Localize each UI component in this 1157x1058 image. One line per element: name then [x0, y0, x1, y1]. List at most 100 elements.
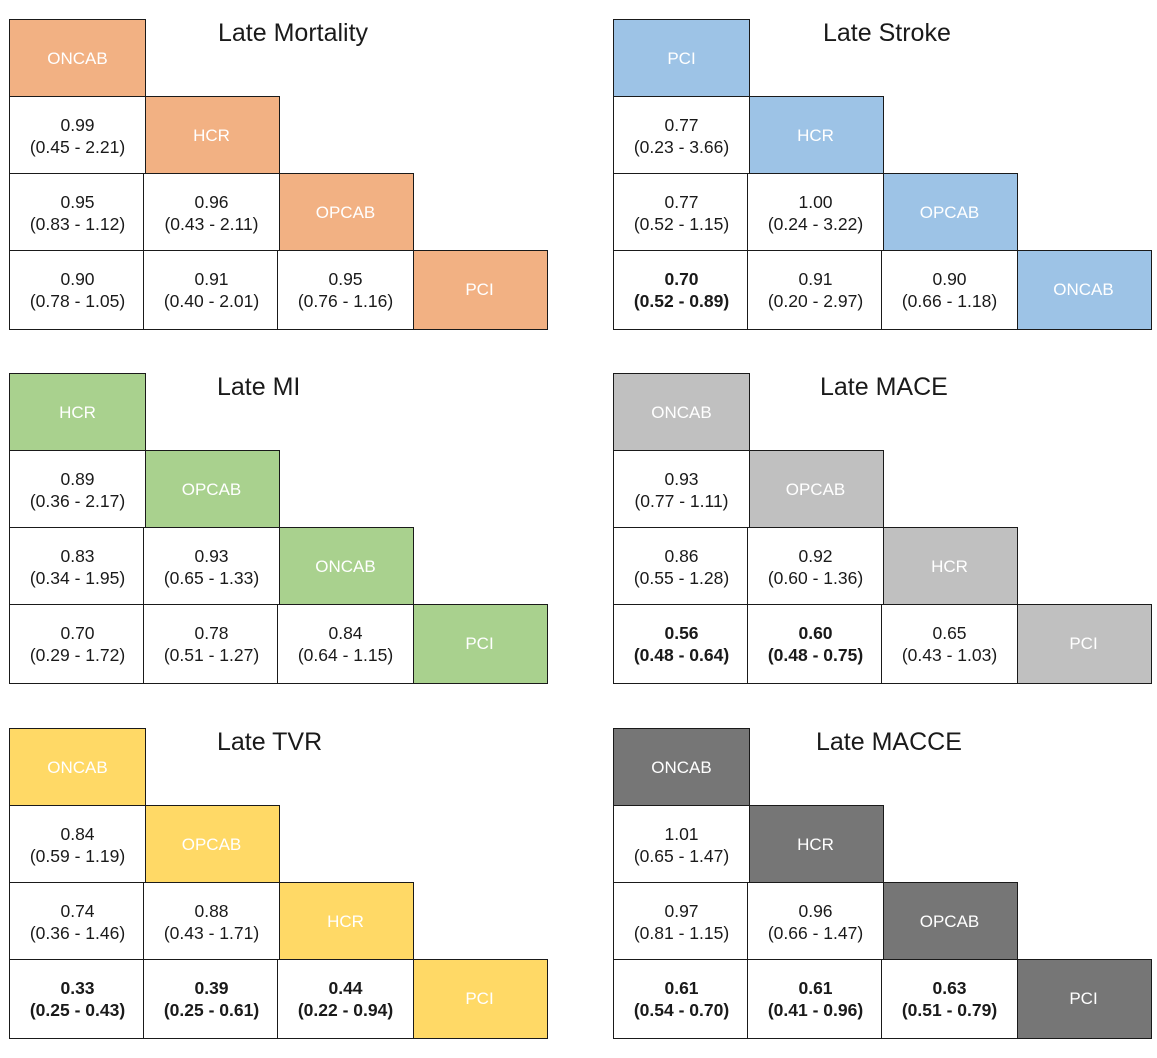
confidence-interval: (0.76 - 1.16)	[297, 291, 394, 311]
odds-ratio-value: 1.00	[798, 192, 833, 212]
odds-ratio-value: 0.91	[194, 269, 229, 289]
comparison-cell: 0.84 (0.59 - 1.19)	[9, 805, 146, 885]
confidence-interval: (0.48 - 0.64)	[633, 645, 730, 665]
confidence-interval: (0.52 - 0.89)	[633, 291, 730, 311]
treatment-cell-hcr: HCR	[881, 527, 1018, 607]
panel-title: Late MACE	[820, 373, 948, 401]
treatment-cell-opcab: OPCAB	[747, 450, 884, 530]
treatment-cell-oncab: ONCAB	[613, 728, 750, 808]
treatment-cell-opcab: OPCAB	[143, 450, 280, 530]
odds-ratio-value: 0.90	[60, 269, 95, 289]
odds-ratio-value: 0.74	[60, 901, 95, 921]
treatment-cell-hcr: HCR	[143, 96, 280, 176]
treatment-cell-pci: PCI	[411, 959, 548, 1039]
panel-title: Late MI	[217, 373, 301, 401]
confidence-interval: (0.59 - 1.19)	[29, 846, 126, 866]
confidence-interval: (0.65 - 1.33)	[163, 568, 260, 588]
comparison-cell: 1.01 (0.65 - 1.47)	[613, 805, 750, 885]
comparison-cell: 0.78 (0.51 - 1.27)	[143, 604, 280, 684]
treatment-cell-opcab: OPCAB	[881, 173, 1018, 253]
comparison-cell: 0.70 (0.52 - 0.89)	[613, 250, 750, 330]
confidence-interval: (0.51 - 1.27)	[163, 645, 260, 665]
treatment-cell-pci: PCI	[411, 250, 548, 330]
confidence-interval: (0.83 - 1.12)	[29, 214, 126, 234]
confidence-interval: (0.24 - 3.22)	[767, 214, 864, 234]
panel-title: Late TVR	[217, 728, 323, 756]
treatment-cell-hcr: HCR	[747, 96, 884, 176]
treatment-cell-hcr: HCR	[277, 882, 414, 962]
treatment-cell-opcab: OPCAB	[143, 805, 280, 885]
treatment-cell-oncab: ONCAB	[9, 19, 146, 99]
comparison-cell: 0.77 (0.23 - 3.66)	[613, 96, 750, 176]
panel-late-macce: Late MACCE ONCAB HCR OPCAB PCI 1.01 (0.65 - 1.…	[613, 728, 1157, 1058]
comparison-cell: 0.90 (0.78 - 1.05)	[9, 250, 146, 330]
comparison-cell: 0.92 (0.60 - 1.36)	[747, 527, 884, 607]
treatment-cell-hcr: HCR	[9, 373, 146, 453]
confidence-interval: (0.81 - 1.15)	[633, 923, 730, 943]
odds-ratio-value: 0.65	[932, 623, 967, 643]
confidence-interval: (0.29 - 1.72)	[29, 645, 126, 665]
confidence-interval: (0.52 - 1.15)	[633, 214, 730, 234]
comparison-cell: 0.61 (0.54 - 0.70)	[613, 959, 750, 1039]
odds-ratio-value: 0.84	[328, 623, 363, 643]
comparison-cell: 0.33 (0.25 - 0.43)	[9, 959, 146, 1039]
comparison-cell: 0.86 (0.55 - 1.28)	[613, 527, 750, 607]
comparison-cell: 0.39 (0.25 - 0.61)	[143, 959, 280, 1039]
comparison-cell: 0.95 (0.76 - 1.16)	[277, 250, 414, 330]
comparison-cell: 0.99 (0.45 - 2.21)	[9, 96, 146, 176]
comparison-cell: 0.56 (0.48 - 0.64)	[613, 604, 750, 684]
odds-ratio-value: 0.90	[932, 269, 967, 289]
comparison-cell: 0.95 (0.83 - 1.12)	[9, 173, 146, 253]
treatment-cell-opcab: OPCAB	[277, 173, 414, 253]
confidence-interval: (0.41 - 0.96)	[767, 1000, 864, 1020]
treatment-cell-pci: PCI	[1015, 959, 1152, 1039]
confidence-interval: (0.20 - 2.97)	[767, 291, 864, 311]
treatment-cell-pci: PCI	[411, 604, 548, 684]
comparison-cell: 0.93 (0.77 - 1.11)	[613, 450, 750, 530]
odds-ratio-value: 0.44	[328, 978, 363, 998]
odds-ratio-value: 0.88	[194, 901, 229, 921]
confidence-interval: (0.22 - 0.94)	[297, 1000, 394, 1020]
panel-late-mi: Late MI HCR OPCAB ONCAB PCI 0.89 (0.36 - 2.17)…	[9, 373, 559, 703]
panel-late-stroke: Late Stroke PCI HCR OPCAB ONCAB 0.77 (0.23 - 3…	[613, 19, 1157, 349]
odds-ratio-value: 0.61	[798, 978, 833, 998]
odds-ratio-value: 0.60	[798, 623, 833, 643]
confidence-interval: (0.65 - 1.47)	[633, 846, 730, 866]
comparison-cell: 0.96 (0.66 - 1.47)	[747, 882, 884, 962]
comparison-cell: 0.44 (0.22 - 0.94)	[277, 959, 414, 1039]
comparison-cell: 0.91 (0.40 - 2.01)	[143, 250, 280, 330]
comparison-cell: 0.63 (0.51 - 0.79)	[881, 959, 1018, 1039]
confidence-interval: (0.48 - 0.75)	[767, 645, 864, 665]
comparison-cell: 0.96 (0.43 - 2.11)	[143, 173, 280, 253]
confidence-interval: (0.60 - 1.36)	[767, 568, 864, 588]
odds-ratio-value: 0.77	[664, 115, 699, 135]
treatment-cell-oncab: ONCAB	[277, 527, 414, 607]
confidence-interval: (0.25 - 0.61)	[163, 1000, 260, 1020]
odds-ratio-value: 0.70	[60, 623, 95, 643]
comparison-cell: 0.70 (0.29 - 1.72)	[9, 604, 146, 684]
treatment-cell-oncab: ONCAB	[613, 373, 750, 453]
odds-ratio-value: 0.33	[60, 978, 95, 998]
odds-ratio-value: 0.95	[60, 192, 95, 212]
panel-title: Late Mortality	[218, 19, 369, 47]
odds-ratio-value: 1.01	[664, 824, 699, 844]
odds-ratio-value: 0.84	[60, 824, 95, 844]
confidence-interval: (0.34 - 1.95)	[29, 568, 126, 588]
panel-title: Late MACCE	[816, 728, 962, 756]
comparison-cell: 0.93 (0.65 - 1.33)	[143, 527, 280, 607]
confidence-interval: (0.25 - 0.43)	[29, 1000, 126, 1020]
odds-ratio-value: 0.96	[194, 192, 229, 212]
treatment-cell-pci: PCI	[613, 19, 750, 99]
odds-ratio-value: 0.86	[664, 546, 699, 566]
confidence-interval: (0.45 - 2.21)	[29, 137, 126, 157]
odds-ratio-value: 0.56	[664, 623, 699, 643]
confidence-interval: (0.78 - 1.05)	[29, 291, 126, 311]
odds-ratio-value: 0.96	[798, 901, 833, 921]
odds-ratio-value: 0.83	[60, 546, 95, 566]
confidence-interval: (0.51 - 0.79)	[901, 1000, 998, 1020]
treatment-cell-opcab: OPCAB	[881, 882, 1018, 962]
confidence-interval: (0.40 - 2.01)	[163, 291, 260, 311]
odds-ratio-value: 0.93	[664, 469, 699, 489]
comparison-cell: 0.89 (0.36 - 2.17)	[9, 450, 146, 530]
panel-late-tvr: Late TVR ONCAB OPCAB HCR PCI 0.84 (0.59 - 1.19…	[9, 728, 559, 1058]
